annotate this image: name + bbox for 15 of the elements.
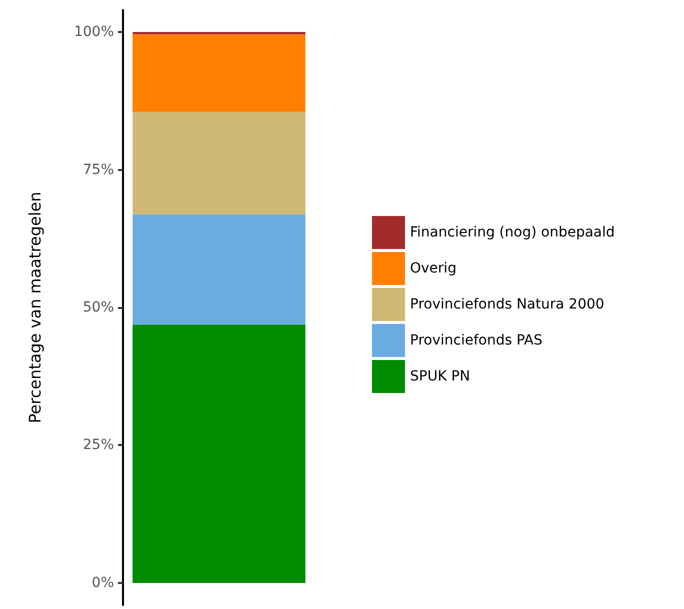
- y-tick-label: 25%: [82, 437, 114, 454]
- legend-label: Provinciefonds Natura 2000: [410, 296, 604, 312]
- legend-label: SPUK PN: [410, 368, 470, 384]
- y-tick-label: 100%: [74, 24, 114, 40]
- bar: [132, 112, 306, 214]
- y-axis-title: Percentage van maatregelen: [26, 192, 44, 424]
- legend-label: Financiering (nog) onbepaald: [410, 224, 615, 240]
- y-tick-label: 50%: [82, 300, 114, 316]
- y-tick-label: 0%: [92, 574, 114, 591]
- legend-label: Provinciefonds PAS: [410, 332, 543, 348]
- bar: [132, 214, 306, 325]
- y-tick-label: 75%: [82, 162, 114, 178]
- bar: [132, 34, 306, 112]
- legend-label: Overig: [410, 260, 456, 276]
- bar: [132, 324, 306, 583]
